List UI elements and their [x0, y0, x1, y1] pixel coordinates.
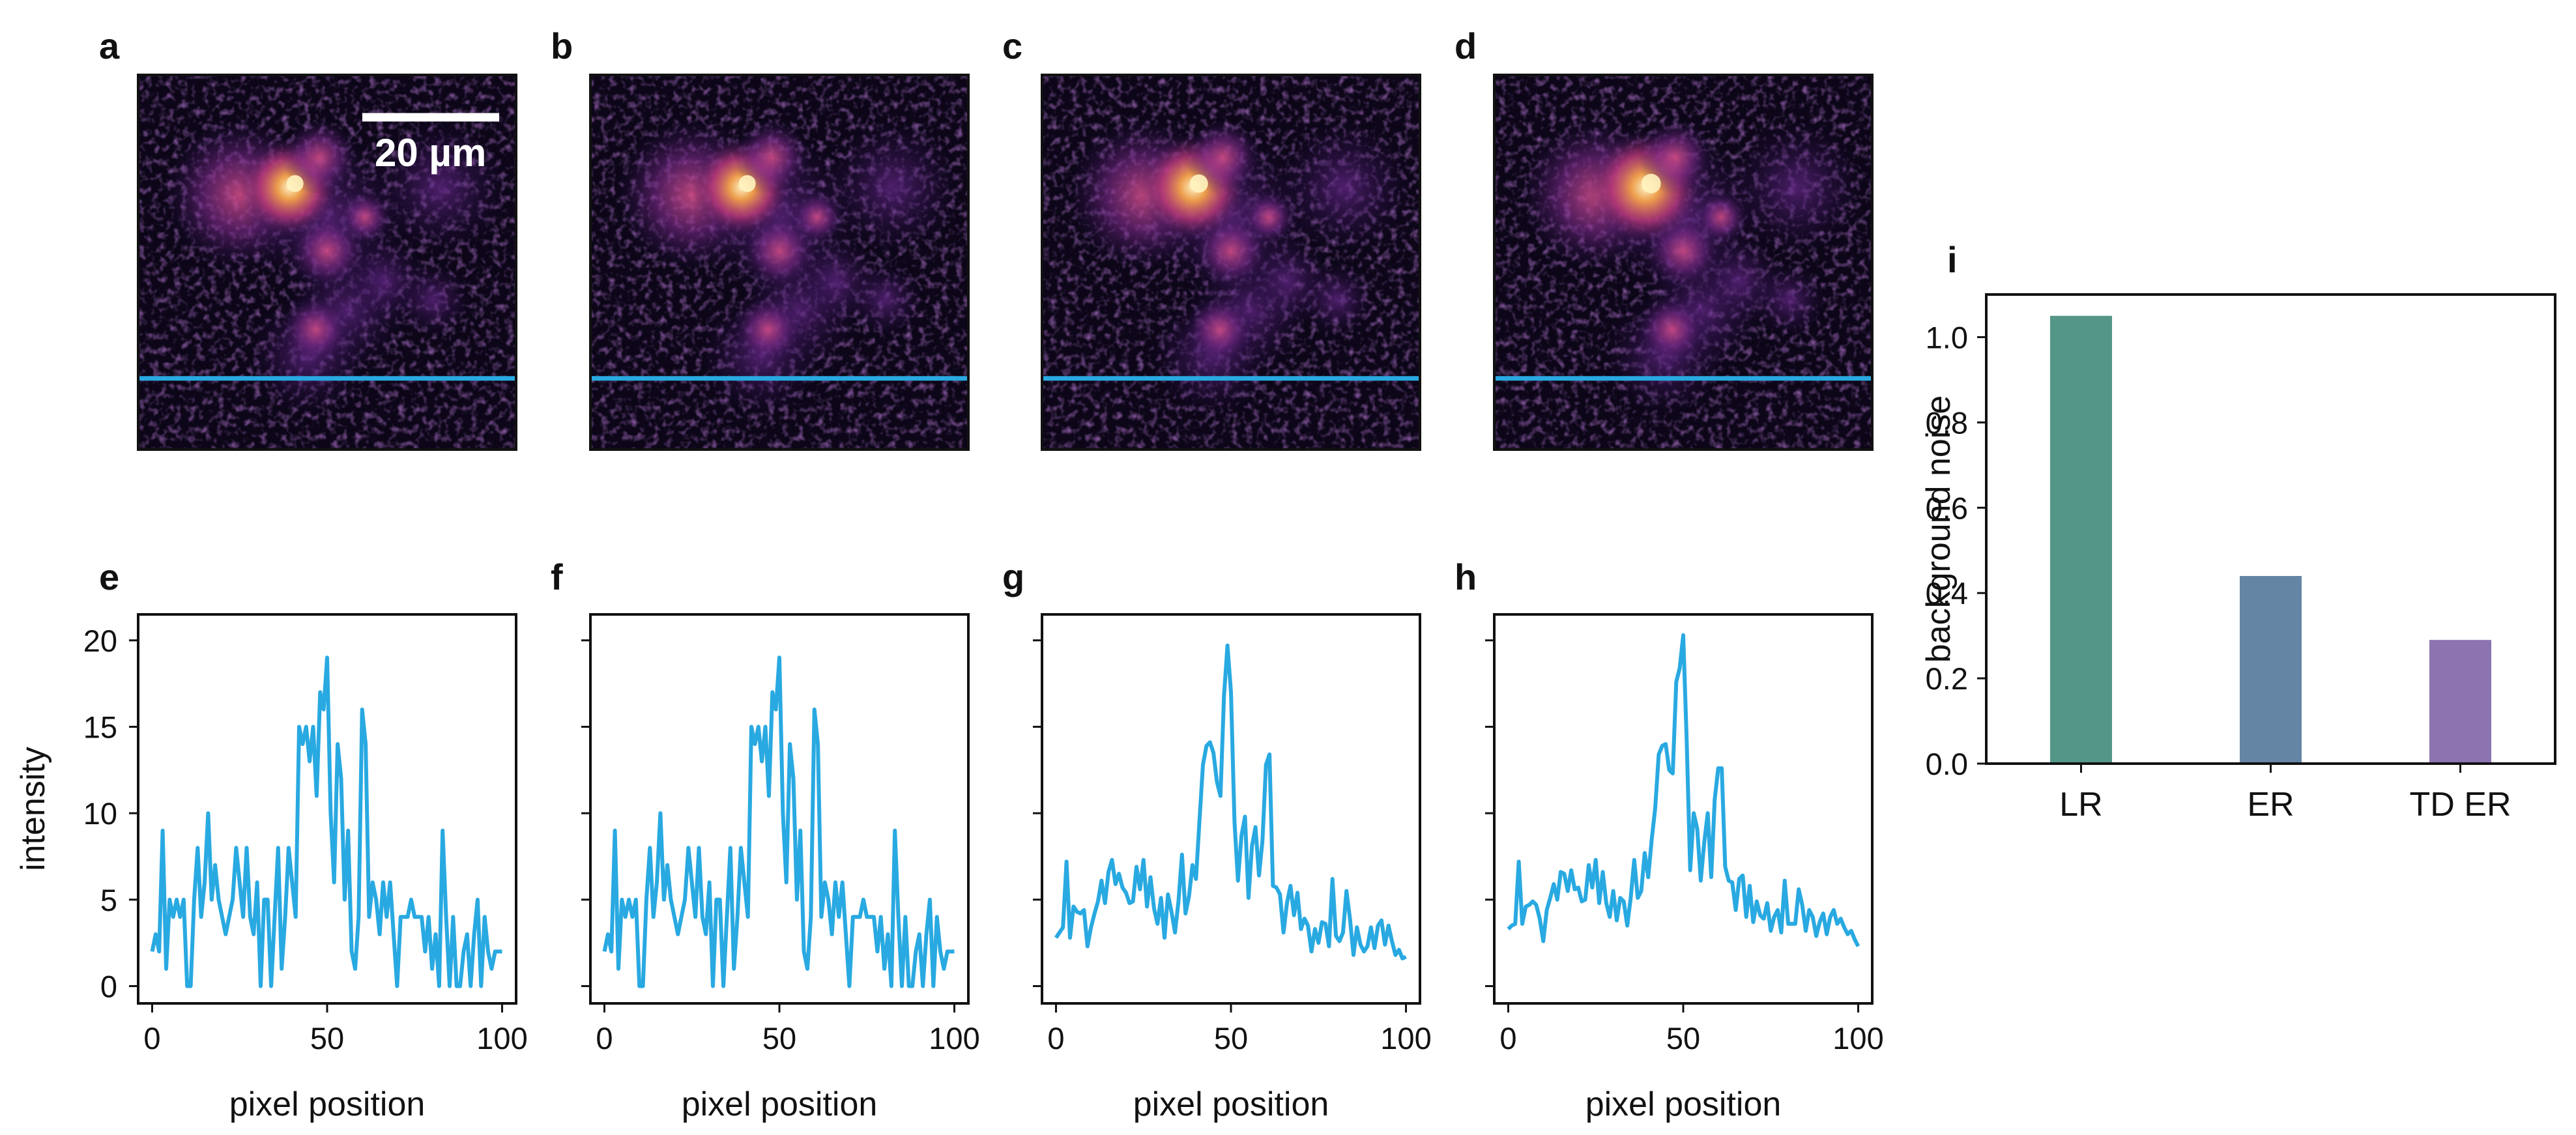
x-tick-label: 0	[596, 1021, 613, 1056]
fluorescence-glow	[734, 295, 802, 364]
x-axis-label: pixel position	[682, 1085, 878, 1123]
y-tick-label: 5	[100, 883, 117, 917]
fluorescence-glow	[282, 119, 358, 195]
panel-label-g: g	[1002, 556, 1024, 597]
fluorescence-glow	[282, 295, 350, 364]
image-frame	[1041, 74, 1421, 451]
line-plot-g: 0 50 100 pixel position	[1033, 613, 1432, 1123]
y-tick-label: 0.4	[1926, 576, 1968, 611]
intensity-profile-plots: 0 50 100 0 5 10 15 20 pixel position intensity 0 50…	[14, 613, 1884, 1123]
panel-label-f: f	[551, 556, 563, 597]
y-tick-label: 20	[83, 624, 117, 658]
y-tick-label: 0.8	[1926, 405, 1968, 440]
x-tick-label: 100	[929, 1021, 979, 1056]
bar-td-er	[2429, 640, 2491, 764]
line-plot-e: 0 50 100 0 5 10 15 20 pixel position intensity	[14, 613, 528, 1123]
panel-label-d: d	[1454, 25, 1477, 66]
fluorescence-glow	[1185, 119, 1262, 195]
fluorescence-glow	[1751, 262, 1827, 338]
fluorescence-glow	[1276, 119, 1413, 255]
panel-label-b: b	[551, 25, 573, 66]
image-frame	[137, 74, 517, 451]
soma-highlight	[286, 175, 304, 192]
bar-er	[2240, 576, 2302, 764]
fluorescence-glow	[790, 190, 844, 244]
x-tick-label: 0	[1499, 1021, 1516, 1056]
plot-frame	[1985, 293, 2556, 765]
x-tick-label: 100	[1832, 1021, 1883, 1056]
image-panel-a: 20 µm	[137, 74, 517, 451]
x-tick-label: 0	[1047, 1021, 1064, 1056]
bar-lr	[2050, 315, 2112, 764]
y-tick-label: 0	[100, 969, 117, 1003]
x-axis-label: pixel position	[229, 1085, 426, 1123]
panel-label-a: a	[99, 25, 120, 66]
x-tick-label: TD ER	[2410, 786, 2511, 824]
fluorescence-glow	[1185, 295, 1254, 364]
fluorescence-glow	[824, 119, 961, 255]
fluorescence-glow	[372, 119, 509, 255]
fluorescence-glow	[1242, 190, 1295, 244]
image-frame	[589, 74, 970, 451]
plot-frame	[1493, 613, 1874, 1005]
fluorescence-glow	[734, 119, 810, 195]
soma-highlight	[1189, 174, 1208, 193]
plot-frame	[589, 613, 970, 1005]
soma-highlight	[1641, 173, 1661, 194]
fluorescence-glow	[1694, 190, 1748, 244]
intensity-series-line	[150, 655, 502, 988]
x-tick-label: 50	[762, 1021, 796, 1056]
x-tick-label: 0	[143, 1021, 160, 1056]
y-tick-label: 10	[83, 796, 117, 831]
image-panel-d	[1493, 74, 1874, 451]
panel-label-i: i	[1947, 239, 1958, 280]
scale-bar-label: 20 µm	[375, 131, 486, 175]
panel-label-h: h	[1454, 556, 1477, 597]
plot-frame	[1041, 613, 1421, 1005]
y-tick-label: 0.6	[1926, 491, 1968, 525]
intensity-series-line	[1507, 633, 1860, 947]
x-tick-label: 100	[1380, 1021, 1431, 1056]
image-frame	[1493, 74, 1874, 451]
background-noise-bar-chart: 0.0 0.2 0.4 0.6 0.8 1.0 LR ER TD ER background no…	[1920, 293, 2556, 824]
fluorescence-glow	[338, 190, 392, 244]
x-tick-label: 50	[1666, 1021, 1700, 1056]
x-tick-label: LR	[2059, 786, 2102, 824]
y-tick-label: 0.0	[1926, 747, 1968, 781]
x-axis-label: pixel position	[1585, 1085, 1782, 1123]
x-tick-label: 50	[1214, 1021, 1248, 1056]
intensity-series-line	[1054, 643, 1407, 960]
fluorescence-glow	[1728, 119, 1865, 255]
panel-label-c: c	[1002, 25, 1022, 66]
line-plot-f: 0 50 100 pixel position	[581, 613, 980, 1123]
soma-highlight	[738, 175, 756, 192]
image-panel-b	[589, 74, 970, 451]
x-axis-label: pixel position	[1133, 1085, 1329, 1123]
intensity-series-line	[602, 655, 955, 988]
fluorescence-glow	[1299, 262, 1375, 338]
x-tick-label: ER	[2247, 786, 2294, 824]
fluorescence-glow	[395, 262, 471, 338]
y-tick-label: 1.0	[1926, 320, 1968, 354]
y-tick-label: 15	[83, 710, 117, 744]
line-plot-h: 0 50 100 pixel position	[1485, 613, 1884, 1123]
image-panel-c	[1041, 74, 1421, 451]
microscopy-images: 20 µm	[137, 74, 1874, 451]
panel-label-e: e	[99, 556, 119, 597]
x-tick-label: 100	[476, 1021, 527, 1056]
y-axis-label: background noise	[1920, 395, 1958, 663]
fluorescence-glow	[1638, 295, 1706, 364]
y-tick-label: 0.2	[1926, 661, 1968, 696]
fluorescence-glow	[847, 262, 923, 338]
x-tick-label: 50	[310, 1021, 344, 1056]
plot-frame	[137, 613, 517, 1005]
y-axis-label: intensity	[14, 747, 52, 871]
